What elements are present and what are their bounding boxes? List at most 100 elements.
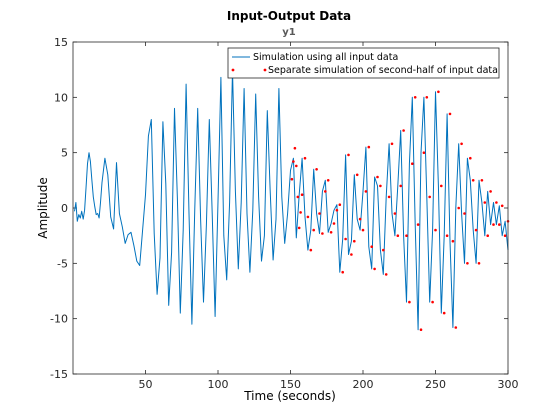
series-point-second-half	[405, 234, 408, 237]
legend-entry-simulation: Simulation using all input data	[253, 52, 398, 63]
series-point-second-half	[483, 201, 487, 204]
y-tick-label: -15	[50, 368, 68, 381]
series-point-second-half	[326, 179, 330, 182]
series-point-second-half	[503, 234, 507, 237]
series-point-second-half	[492, 223, 495, 226]
x-tick-label: 150	[280, 378, 301, 391]
series-point-second-half	[442, 311, 446, 315]
series-point-second-half	[324, 190, 327, 193]
series-point-second-half	[454, 326, 458, 329]
series-point-second-half	[466, 262, 469, 265]
series-point-second-half	[437, 90, 440, 94]
series-point-second-half	[399, 184, 403, 188]
x-axis-label: Time (seconds)	[243, 389, 336, 403]
plot-area	[73, 42, 508, 374]
series-point-second-half	[293, 146, 297, 150]
series-point-second-half	[413, 96, 417, 99]
series-point-second-half	[480, 179, 484, 182]
series-point-second-half	[379, 184, 382, 188]
series-point-second-half	[335, 208, 339, 212]
series-point-second-half	[387, 195, 391, 199]
chart-title: Input-Output Data	[227, 9, 351, 23]
series-point-second-half	[355, 173, 359, 177]
series-point-second-half	[460, 142, 463, 146]
y-tick-label: 0	[61, 202, 68, 215]
series-point-second-half	[448, 112, 452, 116]
series-point-second-half	[370, 245, 374, 248]
series-point-second-half	[299, 211, 302, 214]
series-point-second-half	[350, 253, 353, 256]
series-point-second-half	[347, 153, 350, 157]
series-point-second-half	[390, 142, 394, 146]
legend-point-swatch-a	[231, 68, 235, 72]
chart-subtitle: y1	[282, 27, 296, 38]
y-tick-label: 5	[61, 147, 68, 160]
series-point-second-half	[500, 204, 504, 208]
series-point-second-half	[434, 228, 437, 232]
series-point-second-half	[486, 234, 490, 237]
series-point-second-half	[428, 195, 432, 199]
series-point-second-half	[358, 217, 362, 221]
series-point-second-half	[419, 328, 423, 332]
series-point-second-half	[402, 129, 405, 132]
series-point-second-half	[431, 300, 434, 304]
series-point-second-half	[306, 215, 310, 219]
series-point-second-half	[416, 223, 420, 226]
x-tick-label: 100	[208, 378, 229, 391]
series-point-second-half	[303, 156, 307, 160]
y-axis-label: Amplitude	[36, 177, 50, 239]
series-point-second-half	[341, 270, 345, 274]
series-point-second-half	[425, 96, 429, 99]
series-point-second-half	[422, 151, 426, 154]
series-point-second-half	[361, 228, 365, 232]
x-tick-label: 50	[139, 378, 153, 391]
legend-point-swatch-b	[263, 68, 267, 72]
series-point-second-half	[295, 164, 298, 168]
series-point-second-half	[384, 273, 388, 276]
series-point-second-half	[353, 239, 356, 243]
legend-box	[227, 47, 500, 79]
plot-series	[74, 69, 510, 332]
series-point-second-half	[373, 267, 376, 271]
y-tick-label: 10	[54, 91, 68, 104]
series-point-second-half	[440, 184, 443, 188]
series-point-second-half	[393, 212, 397, 215]
x-tick-label: 200	[353, 378, 374, 391]
series-point-second-half	[376, 175, 379, 179]
series-line-simulation	[74, 69, 509, 331]
axes-box	[72, 41, 509, 375]
series-point-second-half	[489, 190, 492, 193]
series-point-second-half	[297, 226, 301, 230]
series-point-second-half	[364, 190, 368, 193]
legend: Simulation using all input data Separate…	[227, 47, 500, 79]
series-point-second-half	[318, 212, 321, 215]
series-point-second-half	[382, 248, 385, 252]
series-point-second-half	[344, 237, 347, 241]
series-point-second-half	[495, 201, 498, 204]
series-point-second-half	[367, 145, 371, 149]
series-point-second-half	[300, 193, 304, 196]
series-point-second-half	[338, 203, 342, 206]
series-point-second-half	[463, 212, 466, 215]
series-point-second-half	[315, 168, 318, 171]
series-point-second-half	[451, 239, 455, 243]
x-tick-label: 250	[425, 378, 446, 391]
y-tick-label: 15	[54, 36, 68, 49]
series-point-second-half	[457, 206, 461, 210]
series-point-second-half	[332, 222, 336, 225]
y-tick-label: -5	[57, 257, 68, 270]
series-point-second-half	[396, 234, 400, 237]
series-point-second-half	[329, 231, 333, 234]
series-point-second-half	[296, 195, 300, 199]
legend-entry-second-half: Separate simulation of second-half of in…	[268, 65, 498, 76]
series-point-second-half	[408, 300, 411, 304]
y-tick-label: -10	[50, 313, 68, 326]
series-point-second-half	[477, 262, 481, 265]
series-point-second-half	[498, 223, 501, 226]
x-tick-label: 300	[498, 378, 519, 391]
series-point-second-half	[309, 248, 313, 252]
series-point-second-half	[321, 232, 324, 235]
series-point-second-half	[445, 234, 449, 237]
series-point-second-half	[474, 228, 478, 232]
